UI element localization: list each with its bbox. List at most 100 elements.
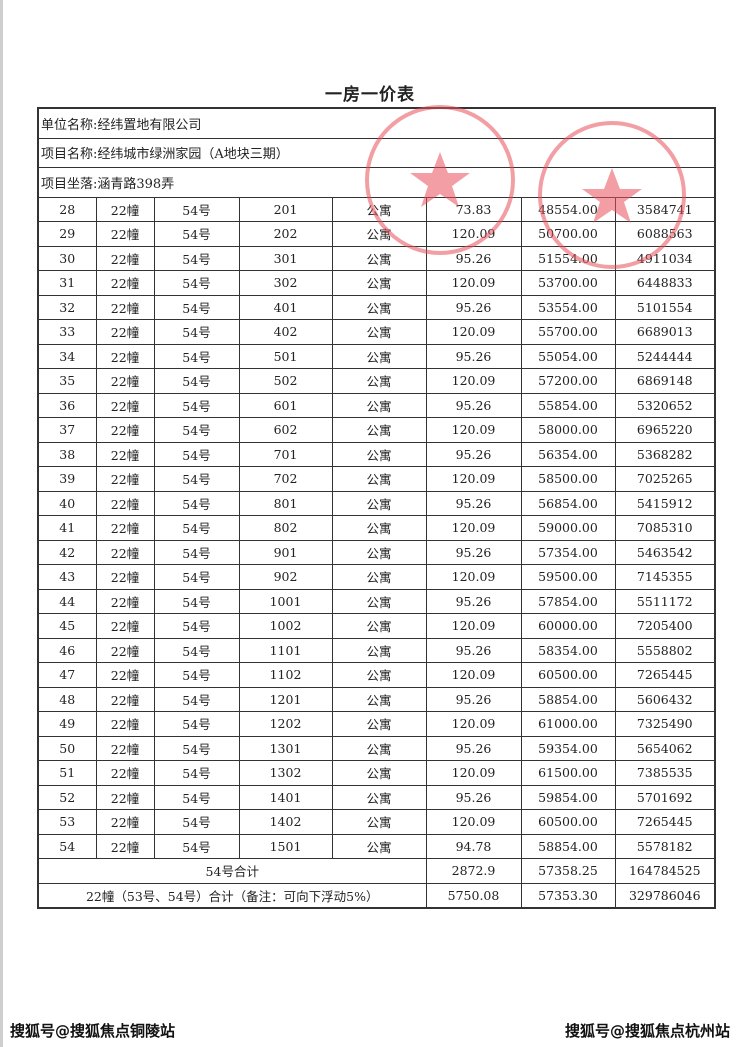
room-no: 701 (238, 441, 333, 467)
info-row-company: 单位名称:经纬置地有限公司 (37, 107, 716, 139)
row-number: 47 (37, 662, 97, 688)
total-price: 6965220 (614, 417, 716, 443)
area: 94.78 (425, 833, 522, 859)
total-price: 7265445 (614, 809, 716, 835)
room-no: 602 (238, 417, 333, 443)
area: 120.09 (425, 809, 522, 835)
usage: 公寓 (331, 294, 427, 320)
table-row: 48 22幢 54号 1201 公寓 95.26 58854.00 5606432 (37, 686, 716, 712)
project-name: 项目名称:经纬城市绿洲家园（A地块三期） (37, 137, 716, 168)
usage: 公寓 (331, 760, 427, 786)
usage: 公寓 (331, 245, 427, 271)
unit-price: 60500.00 (520, 809, 616, 835)
area: 95.26 (425, 441, 522, 467)
usage: 公寓 (331, 711, 427, 737)
area: 95.26 (425, 784, 522, 810)
unit-no: 54号 (153, 784, 240, 810)
row-number: 29 (37, 221, 97, 247)
unit-price: 56354.00 (520, 441, 616, 467)
area: 120.09 (425, 417, 522, 443)
row-number: 51 (37, 760, 97, 786)
unit-no: 54号 (153, 221, 240, 247)
building: 22幢 (95, 343, 155, 369)
subtotal-area: 2872.9 (425, 858, 522, 884)
price-table: 单位名称:经纬置地有限公司 项目名称:经纬城市绿洲家园（A地块三期） 项目坐落:… (37, 107, 717, 909)
usage: 公寓 (331, 417, 427, 443)
area: 95.26 (425, 245, 522, 271)
row-number: 41 (37, 515, 97, 541)
usage: 公寓 (331, 270, 427, 296)
building: 22幢 (95, 588, 155, 614)
unit-price: 51554.00 (520, 245, 616, 271)
unit-price: 57854.00 (520, 588, 616, 614)
unit-no: 54号 (153, 343, 240, 369)
row-number: 28 (37, 196, 97, 222)
room-no: 202 (238, 221, 333, 247)
unit-price: 58000.00 (520, 417, 616, 443)
total-price: 5578182 (614, 833, 716, 859)
unit-price: 53700.00 (520, 270, 616, 296)
building: 22幢 (95, 784, 155, 810)
area: 95.26 (425, 392, 522, 418)
unit-no: 54号 (153, 368, 240, 394)
room-no: 1101 (238, 637, 333, 663)
unit-price: 59854.00 (520, 784, 616, 810)
unit-price: 58500.00 (520, 466, 616, 492)
room-no: 1202 (238, 711, 333, 737)
total-price: 6088563 (614, 221, 716, 247)
building: 22幢 (95, 613, 155, 639)
unit-no: 54号 (153, 466, 240, 492)
building: 22幢 (95, 270, 155, 296)
usage: 公寓 (331, 392, 427, 418)
room-no: 1001 (238, 588, 333, 614)
unit-no: 54号 (153, 711, 240, 737)
table-row: 31 22幢 54号 302 公寓 120.09 53700.00 6448833 (37, 270, 716, 296)
total-price: 5558802 (614, 637, 716, 663)
table-row: 44 22幢 54号 1001 公寓 95.26 57854.00 5511172 (37, 588, 716, 614)
watermark-left: 搜狐号@搜狐焦点铜陵站 (10, 1022, 176, 1040)
unit-no: 54号 (153, 662, 240, 688)
building: 22幢 (95, 515, 155, 541)
building: 22幢 (95, 245, 155, 271)
room-no: 401 (238, 294, 333, 320)
row-number: 39 (37, 466, 97, 492)
table-row: 39 22幢 54号 702 公寓 120.09 58500.00 7025265 (37, 466, 716, 492)
grand-total-unit-price: 57353.30 (520, 882, 616, 909)
unit-no: 54号 (153, 809, 240, 835)
building: 22幢 (95, 441, 155, 467)
unit-price: 61500.00 (520, 760, 616, 786)
table-row: 38 22幢 54号 701 公寓 95.26 56354.00 5368282 (37, 441, 716, 467)
row-number: 33 (37, 319, 97, 345)
row-number: 37 (37, 417, 97, 443)
info-row-location: 项目坐落:涵青路398弄 (37, 167, 716, 198)
room-no: 802 (238, 515, 333, 541)
usage: 公寓 (331, 662, 427, 688)
page-title: 一房一价表 (325, 85, 415, 105)
room-no: 601 (238, 392, 333, 418)
unit-no: 54号 (153, 319, 240, 345)
room-no: 402 (238, 319, 333, 345)
building: 22幢 (95, 490, 155, 516)
room-no: 1401 (238, 784, 333, 810)
unit-price: 60000.00 (520, 613, 616, 639)
room-no: 902 (238, 564, 333, 590)
building: 22幢 (95, 833, 155, 859)
building: 22幢 (95, 466, 155, 492)
unit-price: 57200.00 (520, 368, 616, 394)
subtotal-row: 54号合计 2872.9 57358.25 164784525 (37, 858, 716, 884)
row-number: 34 (37, 343, 97, 369)
table-row: 30 22幢 54号 301 公寓 95.26 51554.00 4911034 (37, 245, 716, 271)
row-number: 53 (37, 809, 97, 835)
room-no: 901 (238, 539, 333, 565)
usage: 公寓 (331, 833, 427, 859)
table-row: 28 22幢 54号 201 公寓 73.83 48554.00 3584741 (37, 196, 716, 222)
unit-price: 57354.00 (520, 539, 616, 565)
total-price: 5244444 (614, 343, 716, 369)
room-no: 201 (238, 196, 333, 222)
building: 22幢 (95, 319, 155, 345)
row-number: 43 (37, 564, 97, 590)
unit-price: 58354.00 (520, 637, 616, 663)
grand-total-area: 5750.08 (425, 882, 522, 909)
usage: 公寓 (331, 613, 427, 639)
area: 120.09 (425, 662, 522, 688)
